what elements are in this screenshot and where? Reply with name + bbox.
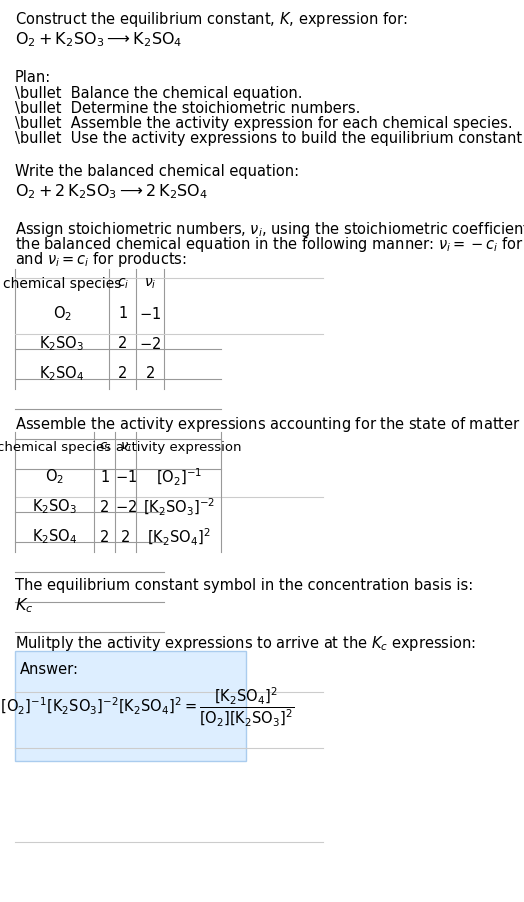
Text: $\mathrm{K_2SO_4}$: $\mathrm{K_2SO_4}$ [32, 527, 78, 546]
Text: 2: 2 [118, 366, 127, 381]
Text: activity expression: activity expression [116, 440, 242, 453]
Text: $K_c$: $K_c$ [15, 595, 34, 614]
Text: 2: 2 [121, 529, 130, 544]
Text: $\nu_i$: $\nu_i$ [144, 277, 156, 290]
Text: $\mathrm{O_2 + 2\,K_2SO_3 \longrightarrow 2\,K_2SO_4}$: $\mathrm{O_2 + 2\,K_2SO_3 \longrightarro… [15, 182, 208, 200]
Text: 2: 2 [118, 336, 127, 351]
Text: 2: 2 [100, 499, 110, 514]
Text: $-1$: $-1$ [115, 468, 137, 484]
Text: \bullet  Determine the stoichiometric numbers.: \bullet Determine the stoichiometric num… [15, 101, 361, 115]
Text: the balanced chemical equation in the following manner: $\nu_i = -c_i$ for react: the balanced chemical equation in the fo… [15, 235, 524, 253]
Text: $\mathrm{K_2SO_3}$: $\mathrm{K_2SO_3}$ [39, 335, 85, 353]
Text: $\mathrm{O_2 + K_2SO_3 \longrightarrow K_2SO_4}$: $\mathrm{O_2 + K_2SO_3 \longrightarrow K… [15, 30, 182, 49]
Text: Mulitply the activity expressions to arrive at the $K_c$ expression:: Mulitply the activity expressions to arr… [15, 633, 476, 652]
Text: \bullet  Assemble the activity expression for each chemical species.: \bullet Assemble the activity expression… [15, 115, 513, 131]
Text: $\mathrm{O_2}$: $\mathrm{O_2}$ [45, 467, 64, 486]
Text: $K_c = [\mathrm{O_2}]^{-1}[\mathrm{K_2SO_3}]^{-2}[\mathrm{K_2SO_4}]^{2} = \dfrac: $K_c = [\mathrm{O_2}]^{-1}[\mathrm{K_2SO… [0, 685, 294, 728]
Text: 1: 1 [118, 306, 127, 321]
Text: Assemble the activity expressions accounting for the state of matter and $\nu_i$: Assemble the activity expressions accoun… [15, 415, 524, 434]
Text: $\mathrm{K_2SO_3}$: $\mathrm{K_2SO_3}$ [32, 497, 77, 516]
Text: $[\mathrm{O_2}]^{-1}$: $[\mathrm{O_2}]^{-1}$ [156, 466, 202, 487]
Text: 2: 2 [100, 529, 110, 544]
Text: chemical species: chemical species [3, 277, 122, 290]
Text: $c_i$: $c_i$ [99, 440, 111, 453]
Text: $c_i$: $c_i$ [117, 277, 129, 290]
Text: $-2$: $-2$ [115, 499, 137, 514]
Text: $-2$: $-2$ [139, 336, 161, 352]
Text: Assign stoichiometric numbers, $\nu_i$, using the stoichiometric coefficients, $: Assign stoichiometric numbers, $\nu_i$, … [15, 220, 524, 239]
Text: Construct the equilibrium constant, $K$, expression for:: Construct the equilibrium constant, $K$,… [15, 10, 408, 29]
Text: $[\mathrm{K_2SO_4}]^{2}$: $[\mathrm{K_2SO_4}]^{2}$ [147, 526, 211, 547]
Text: The equilibrium constant symbol in the concentration basis is:: The equilibrium constant symbol in the c… [15, 577, 473, 593]
Text: \bullet  Use the activity expressions to build the equilibrium constant expressi: \bullet Use the activity expressions to … [15, 131, 524, 146]
Text: chemical species: chemical species [0, 440, 112, 453]
Text: $\nu_i$: $\nu_i$ [120, 440, 132, 453]
Text: $[\mathrm{K_2SO_3}]^{-2}$: $[\mathrm{K_2SO_3}]^{-2}$ [143, 496, 215, 517]
Text: \bullet  Balance the chemical equation.: \bullet Balance the chemical equation. [15, 86, 303, 101]
Text: 1: 1 [100, 469, 109, 484]
Text: $\mathrm{K_2SO_4}$: $\mathrm{K_2SO_4}$ [39, 364, 85, 383]
Text: Write the balanced chemical equation:: Write the balanced chemical equation: [15, 164, 299, 179]
Text: $-1$: $-1$ [139, 306, 161, 322]
Text: Plan:: Plan: [15, 70, 51, 85]
FancyBboxPatch shape [15, 651, 246, 761]
Text: and $\nu_i = c_i$ for products:: and $\nu_i = c_i$ for products: [15, 250, 187, 269]
Text: Answer:: Answer: [20, 661, 79, 676]
Text: $\mathrm{O_2}$: $\mathrm{O_2}$ [52, 304, 72, 323]
Text: 2: 2 [145, 366, 155, 381]
